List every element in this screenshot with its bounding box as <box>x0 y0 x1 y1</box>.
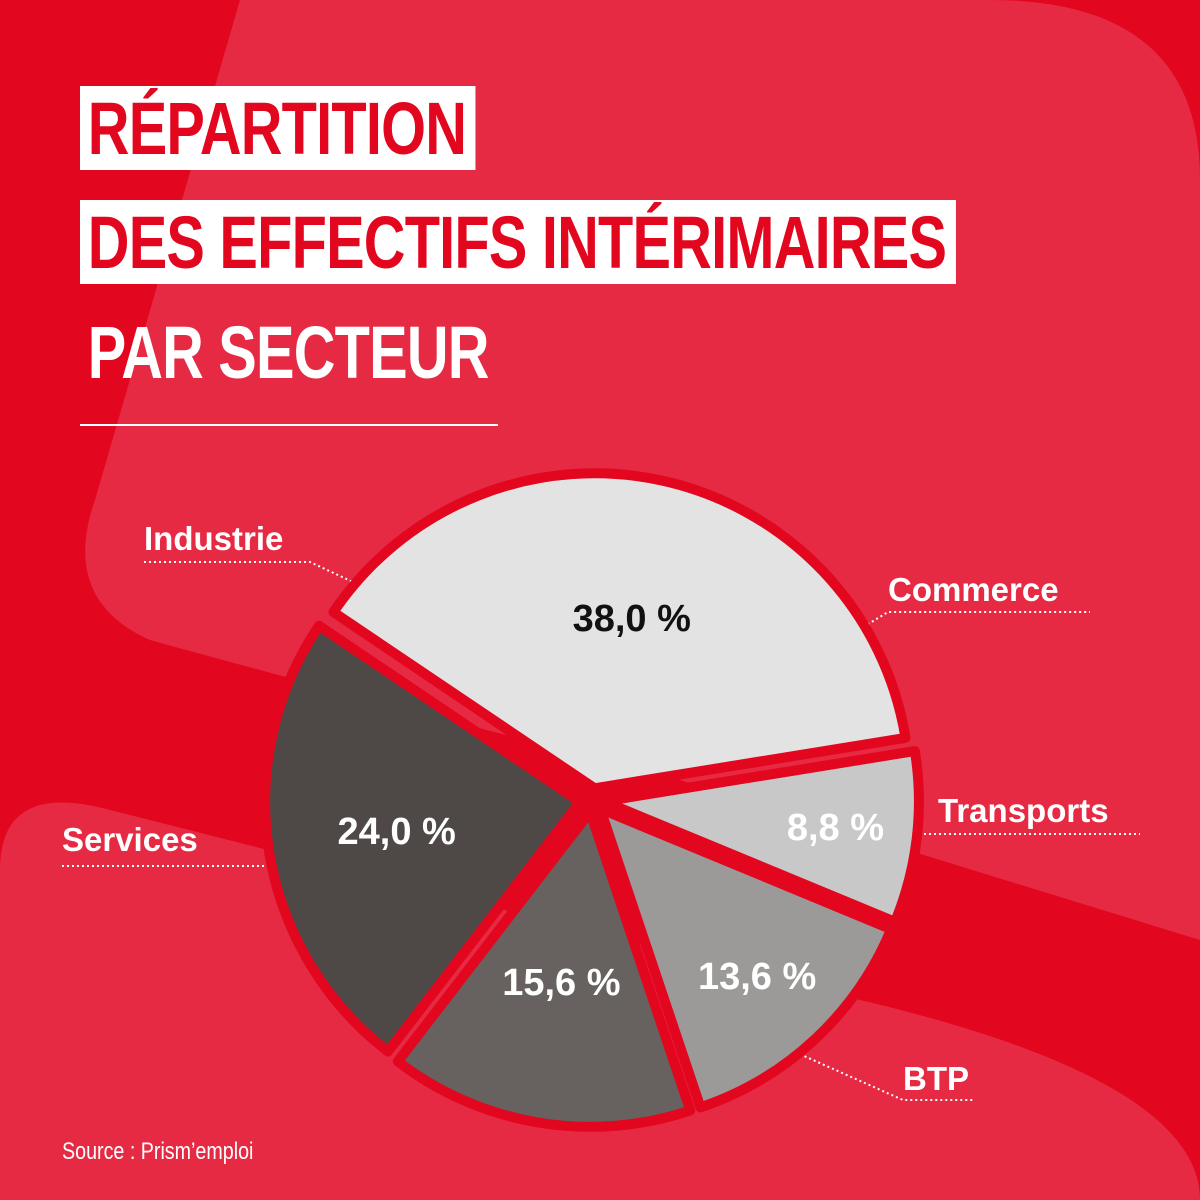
title-line-2: DES EFFECTIFS INTÉRIMAIRES <box>80 200 956 284</box>
value-label-transports: 13,6 % <box>697 955 817 998</box>
title-divider <box>80 424 498 426</box>
pie-slices <box>260 468 924 1132</box>
source-note: Source : Prism’emploi <box>62 1138 254 1165</box>
category-label-btp: BTP <box>903 1060 969 1097</box>
category-label-commerce: Commerce <box>888 571 1059 608</box>
pie-slice-services <box>260 620 586 1057</box>
pie-slice-industrie <box>328 468 911 794</box>
leader-line-industrie <box>144 561 371 591</box>
value-label-btp: 15,6 % <box>502 961 621 1004</box>
leader-line-commerce <box>841 611 1090 641</box>
pie-slice-btp <box>392 806 696 1132</box>
leader-line-btp <box>767 1039 975 1101</box>
value-label-commerce: 8,8 % <box>786 807 885 850</box>
category-label-services: Services <box>62 821 198 858</box>
value-label-industrie: 38,0 % <box>572 598 691 641</box>
title-line-1: RÉPARTITION <box>80 86 476 170</box>
category-label-industrie: Industrie <box>144 520 284 557</box>
pie-slice-commerce <box>598 746 924 927</box>
leader-lines <box>62 561 1140 1101</box>
pie-slice-transports <box>595 803 897 1113</box>
title-line-3: PAR SECTEUR <box>87 311 490 394</box>
category-label-transports: Transports <box>938 792 1109 829</box>
value-label-services: 24,0 % <box>337 810 456 853</box>
